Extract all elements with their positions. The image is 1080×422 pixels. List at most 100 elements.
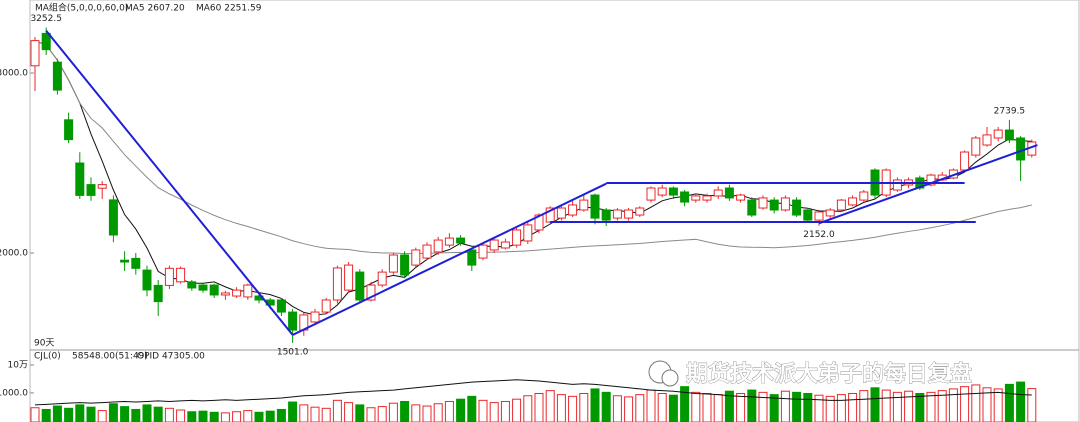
candle-body — [646, 187, 656, 201]
period-label: 90天 — [34, 339, 54, 349]
volume-bar — [467, 395, 477, 422]
candle-body — [75, 162, 85, 196]
volume-bar — [904, 390, 914, 422]
candle-body — [512, 229, 522, 246]
candle-body — [590, 194, 600, 219]
volume-bar — [131, 408, 141, 422]
ma60-header: MA60 2251.59 — [196, 4, 262, 14]
volume-bar — [948, 388, 958, 422]
candle-body — [276, 299, 286, 313]
candle-body — [366, 284, 376, 301]
volume-bar — [265, 410, 275, 422]
candle-body — [489, 239, 499, 251]
volume-bar — [1016, 381, 1026, 422]
volume-bar — [209, 411, 219, 422]
watermark-group: 期货技术派大弟子的每日复盘 — [648, 360, 972, 387]
volume-bar — [344, 402, 354, 422]
open-interest-line — [34, 379, 1032, 406]
candle-body — [960, 151, 970, 171]
candle-body — [747, 199, 757, 216]
volume-bar — [108, 403, 118, 422]
candle-body — [523, 224, 533, 242]
candle-body — [164, 267, 174, 286]
volume-bar — [254, 411, 264, 422]
volume-bar — [142, 404, 152, 422]
candle-body — [388, 254, 398, 273]
volume-bar — [120, 406, 130, 422]
candle-body — [724, 187, 734, 199]
volume-bar — [702, 392, 712, 422]
candle-body — [344, 264, 354, 291]
candle-body — [848, 197, 858, 206]
volume-tick-label: 10万 — [8, 360, 28, 370]
volume-bar — [86, 406, 96, 422]
volume-bar — [736, 392, 746, 422]
candle-body — [97, 184, 107, 189]
volume-bar — [870, 387, 880, 422]
volume-tick-label: 51000.0 — [0, 388, 28, 398]
volume-bar — [635, 394, 645, 422]
extreme-label: 2152.0 — [803, 230, 835, 240]
volume-bar — [321, 407, 331, 422]
volume-bar — [624, 396, 634, 422]
ma-header: MA组合(5,0,0,0,60,0) — [35, 2, 128, 14]
volume-bar — [75, 404, 85, 422]
candle-body — [982, 134, 992, 146]
volume-header: 58548.00(51:49) — [72, 352, 148, 362]
volume-bar — [288, 401, 298, 422]
y-tick-label: 2000.0 — [0, 249, 28, 259]
volume-bar — [198, 410, 208, 422]
volume-bar — [792, 391, 802, 422]
candle-body — [433, 239, 443, 253]
ma-line — [34, 40, 1032, 316]
volume-bar — [433, 403, 443, 422]
volume-bar — [758, 391, 768, 422]
candle-body — [713, 189, 723, 197]
candle-body — [86, 184, 96, 196]
trend-line — [45, 30, 294, 336]
candle-body — [680, 191, 690, 203]
candle-body — [41, 32, 51, 51]
volume-bar — [176, 409, 186, 422]
candle-body — [736, 194, 746, 201]
candle-body — [220, 292, 230, 296]
volume-bar — [556, 394, 566, 422]
candle-body — [601, 209, 611, 221]
candle-body — [288, 311, 298, 331]
candle-body — [108, 199, 118, 236]
volume-bar — [960, 386, 970, 422]
volume-bar — [859, 390, 869, 422]
candle-body — [803, 209, 813, 221]
volume-bar — [41, 408, 51, 422]
candle-body — [825, 209, 835, 217]
candle-body — [120, 259, 130, 263]
volume-bar — [747, 389, 757, 422]
ma5-header: MA5 2607.20 — [125, 4, 185, 14]
volume-bar — [478, 399, 488, 422]
candle-body — [310, 311, 320, 323]
candle-body — [198, 284, 208, 291]
volume-bar — [590, 388, 600, 422]
volume-bar — [400, 400, 410, 422]
candle-body — [1004, 129, 1014, 141]
volume-header: OPID 47305.00 — [137, 352, 205, 362]
watermark-icon — [661, 369, 679, 387]
volume-bar — [164, 407, 174, 422]
volume-bar — [657, 392, 667, 422]
volume-bar — [713, 394, 723, 422]
candle-body — [411, 249, 421, 266]
volume-bar — [668, 394, 678, 422]
volume-bar — [64, 407, 74, 422]
candle-body — [624, 209, 634, 219]
volume-bar — [153, 406, 163, 422]
volume-bar — [366, 407, 376, 422]
candle-body — [355, 271, 365, 301]
volume-bar — [512, 398, 522, 422]
volume-bar — [332, 399, 342, 422]
volume-bar — [646, 389, 656, 422]
candle-body — [444, 237, 454, 246]
candle-body — [422, 244, 432, 259]
volume-bar — [489, 402, 499, 422]
volume-bar — [848, 392, 858, 422]
candle-body — [131, 257, 141, 269]
